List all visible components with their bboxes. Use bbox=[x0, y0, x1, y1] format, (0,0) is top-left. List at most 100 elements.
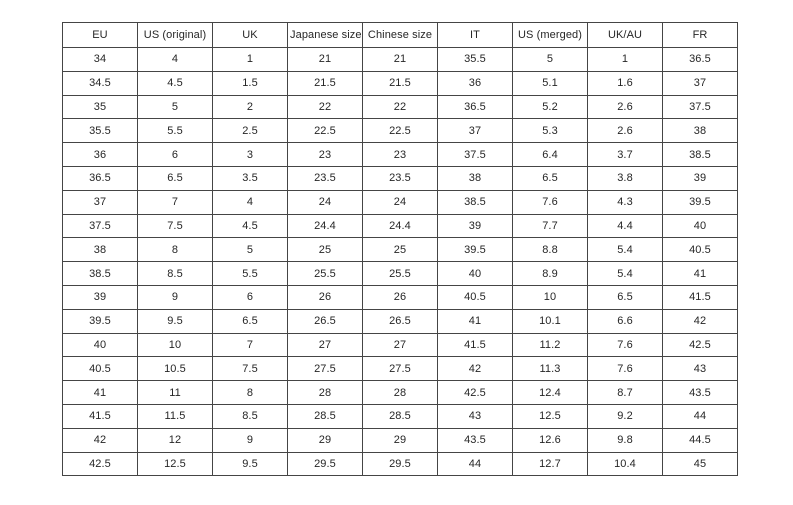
table-cell: 6.5 bbox=[212, 308, 288, 334]
table-cell: 4.4 bbox=[587, 213, 663, 239]
table-cell: 35.5 bbox=[437, 47, 513, 72]
table-cell: 29 bbox=[287, 427, 363, 453]
table-cell: 39.5 bbox=[437, 237, 513, 263]
table-cell: 12.6 bbox=[512, 427, 588, 453]
table-cell: 38.5 bbox=[62, 261, 138, 286]
table-cell: 5.4 bbox=[587, 237, 663, 263]
table-cell: 5.5 bbox=[212, 261, 288, 286]
header-row: EU US (original) UK Japanese size Chinese si… bbox=[62, 22, 738, 48]
column-header: Chinese size bbox=[362, 22, 438, 48]
table-cell: 6.5 bbox=[137, 165, 213, 191]
table-cell: 23.5 bbox=[287, 165, 363, 191]
table-row: 35 5 2 22 22 36.5 5.2 2.6 37.5 bbox=[62, 94, 738, 120]
table-cell: 21 bbox=[287, 47, 363, 72]
table-cell: 35.5 bbox=[62, 118, 138, 144]
table-cell: 39.5 bbox=[662, 189, 738, 215]
table-cell: 7.5 bbox=[212, 356, 288, 382]
table-cell: 37 bbox=[437, 118, 513, 144]
table-cell: 6 bbox=[212, 284, 288, 310]
table-cell: 10.5 bbox=[137, 356, 213, 382]
table-cell: 36.5 bbox=[662, 47, 738, 72]
table-cell: 21.5 bbox=[287, 70, 363, 96]
table-cell: 37.5 bbox=[437, 142, 513, 167]
table-cell: 41 bbox=[662, 261, 738, 286]
table-cell: 42 bbox=[662, 308, 738, 334]
table-row: 36 6 3 23 23 37.5 6.4 3.7 38.5 bbox=[62, 142, 738, 167]
table-cell: 3 bbox=[212, 142, 288, 167]
table-cell: 2.6 bbox=[587, 118, 663, 144]
table-cell: 29.5 bbox=[362, 451, 438, 477]
table-cell: 43 bbox=[662, 356, 738, 382]
table-cell: 43.5 bbox=[662, 380, 738, 405]
table-cell: 7.6 bbox=[512, 189, 588, 215]
column-header: Japanese size bbox=[287, 22, 363, 48]
table-cell: 21 bbox=[362, 47, 438, 72]
table-cell: 1.5 bbox=[212, 70, 288, 96]
table-cell: 5 bbox=[512, 47, 588, 72]
table-cell: 8 bbox=[212, 380, 288, 405]
table-cell: 36.5 bbox=[437, 94, 513, 120]
table-cell: 1 bbox=[212, 47, 288, 72]
table-cell: 40 bbox=[62, 332, 138, 358]
table-head: EU US (original) UK Japanese size Chinese si… bbox=[62, 22, 738, 48]
column-header: US (original) bbox=[137, 22, 213, 48]
table-cell: 12.5 bbox=[512, 403, 588, 429]
table-cell: 8 bbox=[137, 237, 213, 263]
table-cell: 39.5 bbox=[62, 308, 138, 334]
table-cell: 42.5 bbox=[662, 332, 738, 358]
column-header: US (merged) bbox=[512, 22, 588, 48]
table-cell: 39 bbox=[62, 284, 138, 310]
table-cell: 10.4 bbox=[587, 451, 663, 477]
table-cell: 9 bbox=[212, 427, 288, 453]
table-row: 36.5 6.5 3.5 23.5 23.5 38 6.5 3.8 39 bbox=[62, 165, 738, 191]
table-cell: 26 bbox=[362, 284, 438, 310]
table-cell: 8.9 bbox=[512, 261, 588, 286]
table-cell: 3.5 bbox=[212, 165, 288, 191]
table-cell: 27.5 bbox=[287, 356, 363, 382]
table-cell: 38 bbox=[662, 118, 738, 144]
column-header: FR bbox=[662, 22, 738, 48]
column-header: EU bbox=[62, 22, 138, 48]
table-cell: 39 bbox=[662, 165, 738, 191]
table-cell: 21.5 bbox=[362, 70, 438, 96]
table-cell: 23 bbox=[287, 142, 363, 167]
table-row: 41.5 11.5 8.5 28.5 28.5 43 12.5 9.2 44 bbox=[62, 403, 738, 429]
table-cell: 22.5 bbox=[287, 118, 363, 144]
table-cell: 5.4 bbox=[587, 261, 663, 286]
table-cell: 44.5 bbox=[662, 427, 738, 453]
table-cell: 26.5 bbox=[287, 308, 363, 334]
table-cell: 38 bbox=[62, 237, 138, 263]
table-cell: 27 bbox=[362, 332, 438, 358]
table-cell: 7.6 bbox=[587, 356, 663, 382]
table-cell: 2.6 bbox=[587, 94, 663, 120]
table-row: 37 7 4 24 24 38.5 7.6 4.3 39.5 bbox=[62, 189, 738, 215]
table-cell: 24.4 bbox=[287, 213, 363, 239]
table-cell: 4.3 bbox=[587, 189, 663, 215]
table-cell: 41 bbox=[62, 380, 138, 405]
table-cell: 41 bbox=[437, 308, 513, 334]
table-cell: 3.8 bbox=[587, 165, 663, 191]
table-cell: 7 bbox=[137, 189, 213, 215]
table-cell: 9.5 bbox=[137, 308, 213, 334]
table-cell: 28.5 bbox=[362, 403, 438, 429]
table-cell: 11.5 bbox=[137, 403, 213, 429]
table-row: 37.5 7.5 4.5 24.4 24.4 39 7.7 4.4 40 bbox=[62, 213, 738, 239]
table-cell: 36 bbox=[62, 142, 138, 167]
table-cell: 7.5 bbox=[137, 213, 213, 239]
table-cell: 43.5 bbox=[437, 427, 513, 453]
table-cell: 8.7 bbox=[587, 380, 663, 405]
table-cell: 9.2 bbox=[587, 403, 663, 429]
table-cell: 38 bbox=[437, 165, 513, 191]
column-header: IT bbox=[437, 22, 513, 48]
table-cell: 22 bbox=[287, 94, 363, 120]
table-cell: 25.5 bbox=[287, 261, 363, 286]
table-cell: 25.5 bbox=[362, 261, 438, 286]
table-cell: 6.4 bbox=[512, 142, 588, 167]
table-cell: 4.5 bbox=[137, 70, 213, 96]
table-cell: 42 bbox=[437, 356, 513, 382]
table-cell: 38.5 bbox=[437, 189, 513, 215]
table-cell: 28 bbox=[362, 380, 438, 405]
table-cell: 8.8 bbox=[512, 237, 588, 263]
table-cell: 37.5 bbox=[62, 213, 138, 239]
